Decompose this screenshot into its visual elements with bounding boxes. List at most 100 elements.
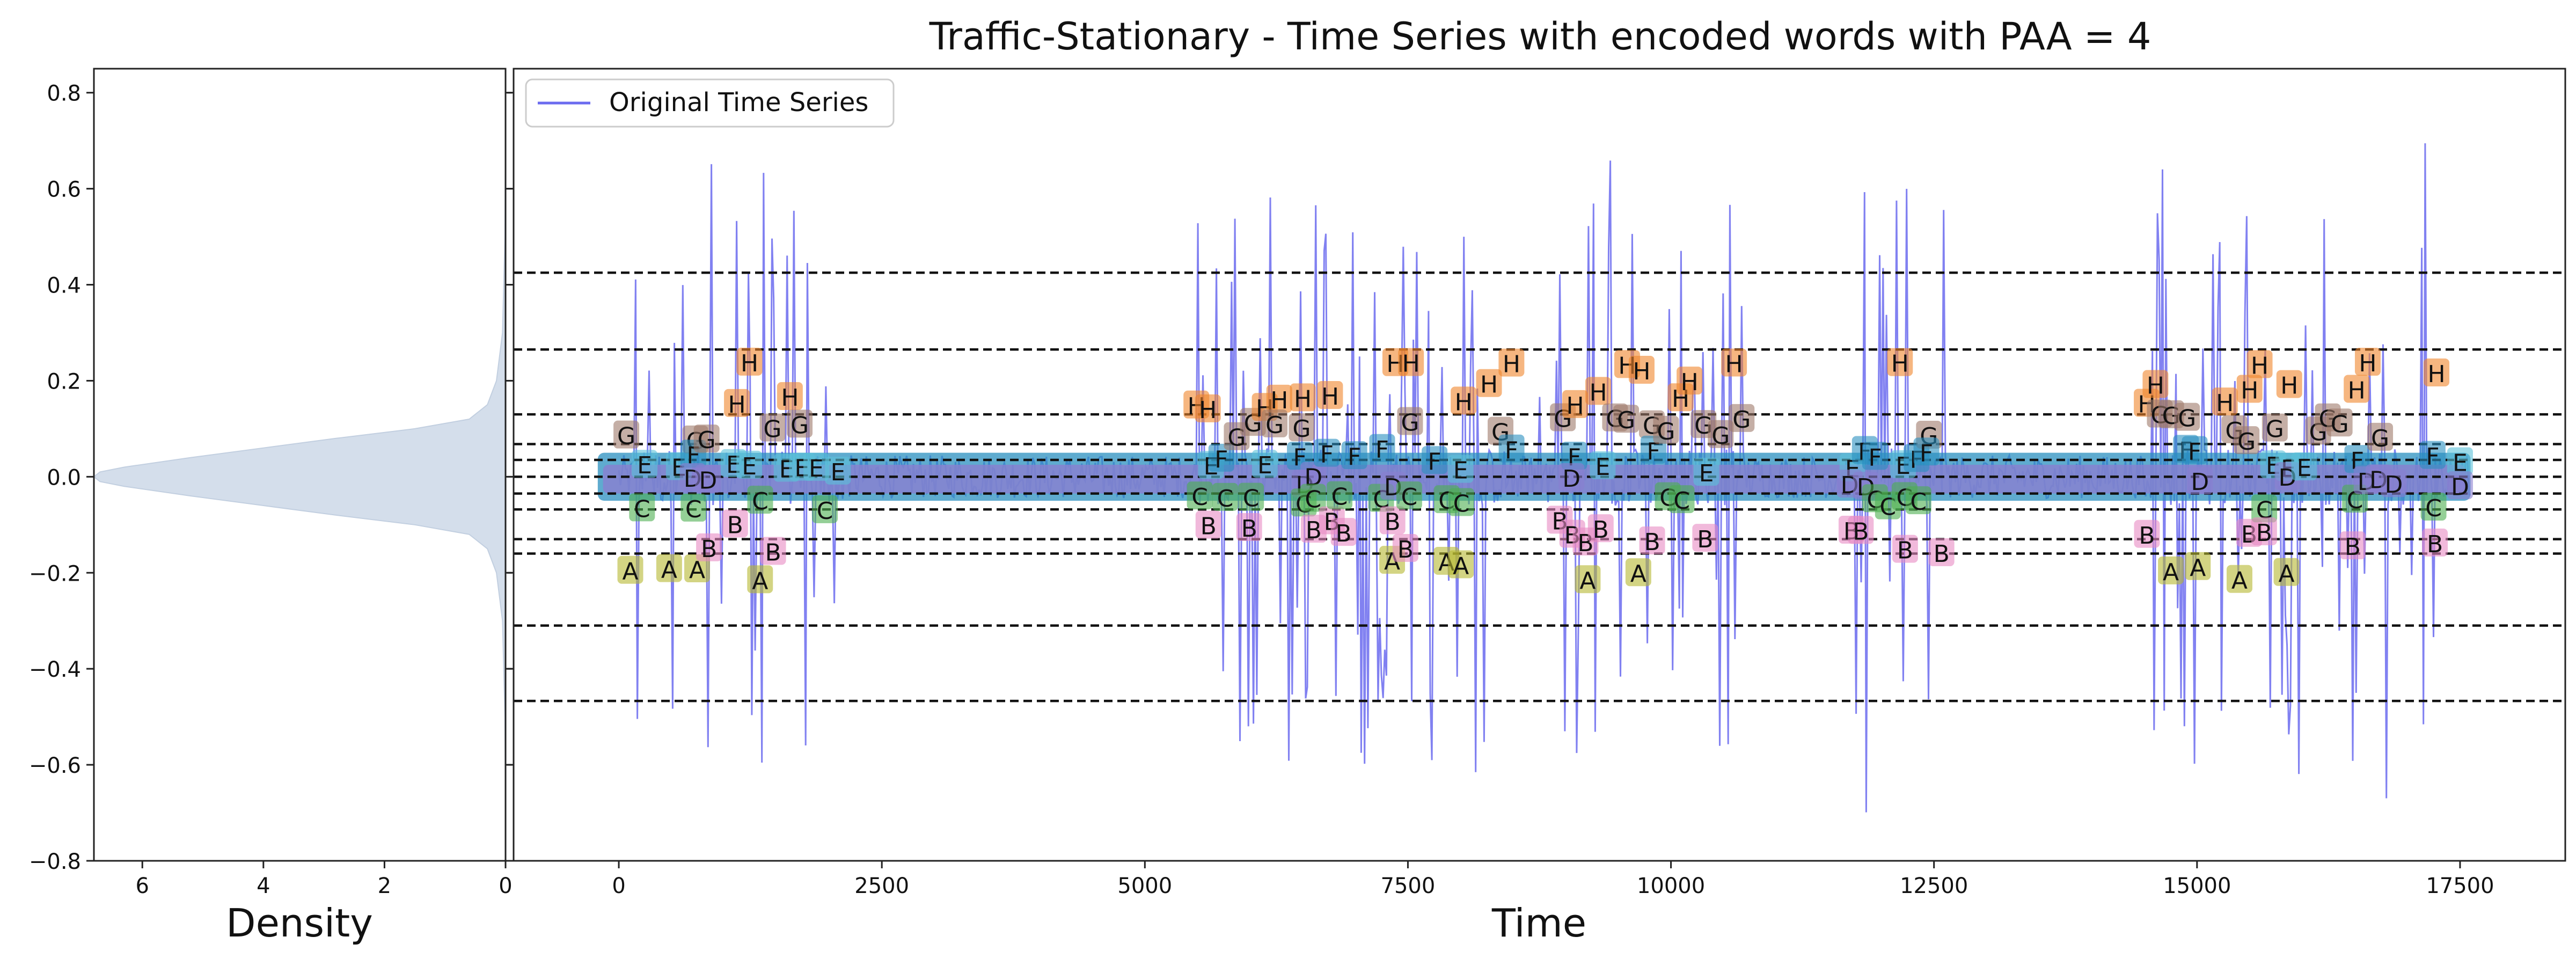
- symbol-label-H: H: [1585, 377, 1611, 406]
- symbol-label-H: H: [2276, 370, 2302, 400]
- symbol-label-H: H: [1290, 383, 1316, 413]
- svg-text:E: E: [1699, 460, 1714, 487]
- symbol-label-H: H: [1562, 390, 1589, 420]
- symbol-label-H: H: [2246, 350, 2273, 380]
- symbol-label-H: H: [1398, 348, 1424, 378]
- time-x-axis: 0 2500 5000 7500 10000 12500 15000 17500: [507, 92, 2494, 898]
- svg-text:H: H: [1199, 397, 1217, 424]
- svg-text:F: F: [1505, 437, 1518, 464]
- x-tick-label: 10000: [1637, 874, 1705, 898]
- svg-text:A: A: [2190, 554, 2206, 582]
- symbol-label-C: C: [1448, 488, 1475, 517]
- symbol-label-H: H: [724, 389, 750, 419]
- x-tick-label: 2500: [854, 874, 909, 898]
- symbol-label-B: B: [1379, 506, 1406, 536]
- symbol-label-H: H: [2236, 375, 2263, 404]
- symbol-label-C: C: [2420, 492, 2447, 522]
- svg-text:H: H: [2241, 377, 2258, 404]
- symbol-label-G: G: [693, 425, 720, 454]
- symbol-label-E: E: [1447, 455, 1474, 485]
- symbol-label-B: B: [1692, 524, 1718, 553]
- svg-text:A: A: [2163, 559, 2179, 586]
- symbol-label-F: F: [1369, 434, 1395, 464]
- symbol-label-G: G: [787, 409, 813, 439]
- symbol-label-C: C: [680, 493, 707, 523]
- svg-text:F: F: [1428, 448, 1441, 475]
- svg-text:H: H: [1725, 351, 1743, 378]
- symbol-label-C: C: [1668, 485, 1695, 515]
- svg-text:B: B: [2345, 533, 2361, 561]
- symbol-label-E: E: [1590, 451, 1616, 481]
- symbol-label-H: H: [1677, 367, 1703, 396]
- breakpoint-lines: [514, 271, 2565, 702]
- svg-text:H: H: [1891, 350, 1909, 378]
- symbol-label-B: B: [696, 533, 722, 563]
- svg-text:H: H: [741, 350, 758, 377]
- symbol-label-H: H: [1721, 348, 1747, 378]
- svg-text:F: F: [1320, 441, 1334, 469]
- svg-text:G: G: [1292, 415, 1311, 443]
- svg-text:G: G: [2178, 405, 2196, 433]
- symbol-label-F: F: [1498, 434, 1525, 464]
- svg-text:H: H: [1321, 383, 1339, 411]
- svg-text:C: C: [685, 496, 702, 523]
- symbol-label-B: B: [2251, 517, 2277, 547]
- svg-text:E: E: [809, 455, 824, 482]
- symbol-label-F: F: [1422, 446, 1448, 475]
- svg-text:H: H: [1455, 389, 1473, 416]
- y-tick-label: −0.4: [29, 657, 81, 682]
- svg-text:H: H: [2348, 377, 2366, 404]
- symbol-label-H: H: [777, 382, 803, 412]
- svg-text:G: G: [1617, 407, 1635, 434]
- svg-text:C: C: [817, 497, 833, 525]
- symbol-label-B: B: [1587, 514, 1614, 544]
- symbol-label-B: B: [2339, 531, 2366, 561]
- svg-text:C: C: [752, 488, 769, 515]
- svg-text:A: A: [1579, 567, 1596, 595]
- svg-text:B: B: [2427, 531, 2443, 558]
- density-panel: 0.8 0.6 0.4 0.2 0.0 −0.2 −0.4 −0.6 −0.8 6 4 2 0 Den…: [29, 68, 513, 946]
- symbol-label-A: A: [1625, 558, 1651, 588]
- svg-text:A: A: [2278, 560, 2294, 588]
- symbol-label-C: C: [811, 495, 838, 525]
- symbol-label-G: G: [2326, 408, 2353, 438]
- symbol-label-E: E: [1693, 458, 1719, 487]
- svg-text:C: C: [1305, 486, 1321, 514]
- svg-text:D: D: [2384, 471, 2403, 499]
- symbol-label-G: G: [1289, 413, 1315, 443]
- symbol-label-G: G: [2174, 402, 2200, 433]
- symbol-label-C: C: [747, 486, 773, 515]
- svg-text:H: H: [1633, 358, 1650, 385]
- x-tick-label: 12500: [1900, 874, 1968, 898]
- svg-text:H: H: [2251, 353, 2268, 380]
- svg-text:E: E: [831, 459, 846, 486]
- svg-text:E: E: [1596, 453, 1611, 481]
- svg-text:D: D: [1562, 465, 1580, 493]
- time-x-label: Time: [1491, 901, 1586, 946]
- symbol-label-B: B: [2134, 519, 2160, 550]
- symbol-label-B: B: [1195, 510, 1221, 540]
- symbol-label-A: A: [2158, 556, 2184, 586]
- symbol-label-B: B: [1848, 516, 1874, 546]
- symbol-label-G: G: [759, 413, 786, 443]
- symbol-label-D: D: [695, 465, 721, 494]
- svg-text:C: C: [1673, 487, 1690, 515]
- svg-text:E: E: [1453, 457, 1468, 485]
- svg-text:E: E: [637, 452, 652, 479]
- symbol-label-A: A: [2185, 552, 2211, 582]
- symbol-label-C: C: [1238, 482, 1264, 513]
- svg-text:A: A: [1453, 552, 1469, 580]
- svg-text:F: F: [1920, 440, 1933, 467]
- svg-text:C: C: [1453, 490, 1470, 517]
- density-plot: [94, 112, 506, 823]
- symbol-label-E: E: [1252, 450, 1278, 479]
- svg-text:H: H: [2216, 390, 2234, 417]
- y-tick-label: 0.0: [47, 465, 81, 490]
- svg-text:H: H: [1503, 351, 1520, 378]
- svg-text:B: B: [1934, 540, 1950, 568]
- symbol-label-G: G: [1708, 420, 1734, 450]
- svg-text:B: B: [1853, 518, 1869, 546]
- svg-text:E: E: [2297, 455, 2312, 482]
- y-tick-label: 0.8: [47, 82, 81, 106]
- x-tick-label: 6: [136, 874, 149, 898]
